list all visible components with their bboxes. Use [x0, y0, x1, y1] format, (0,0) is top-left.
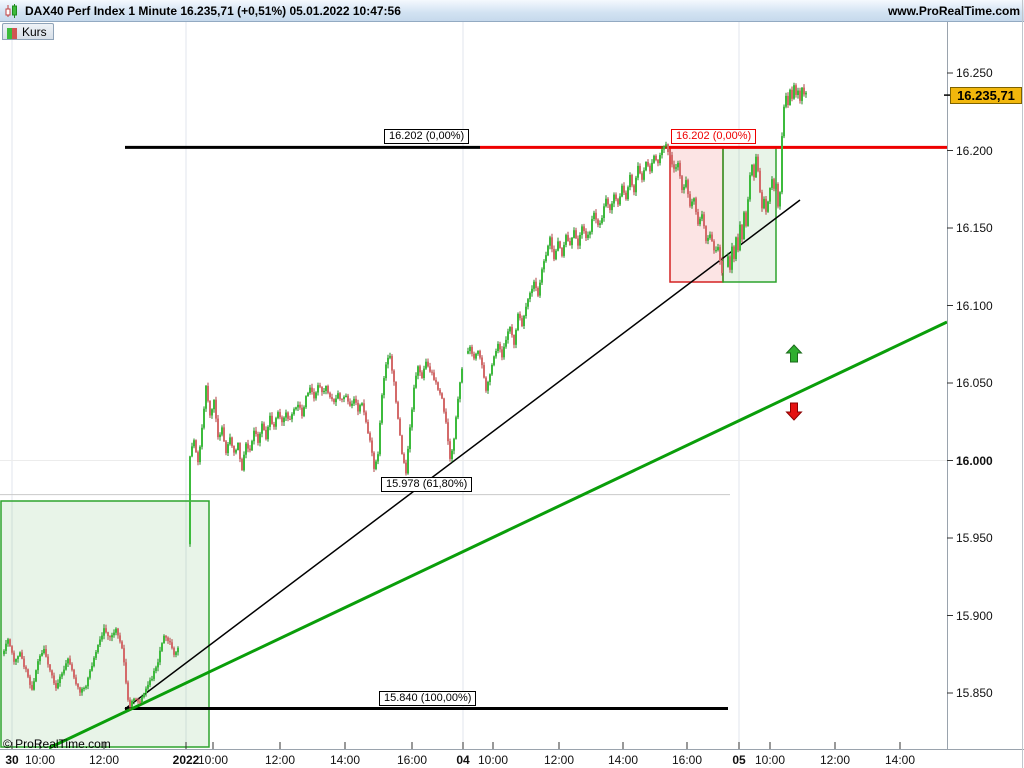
candlestick-chart-icon: [4, 3, 20, 19]
sell-arrow-down-icon: [785, 402, 803, 421]
buy-arrow-up-icon: [785, 344, 803, 363]
tab-label: Kurs: [22, 24, 47, 39]
tab-kurs[interactable]: Kurs: [2, 23, 54, 40]
chart-window-titlebar[interactable]: DAX40 Perf Index 1 Minute 16.235,71 (+0,…: [0, 0, 1024, 22]
prorealtime-url: www.ProRealTime.com: [887, 3, 1020, 18]
session-zone-green-left: [0, 500, 210, 748]
price-series-icon: [7, 26, 18, 39]
steep-black-trendline: [124, 199, 801, 710]
window-title: DAX40 Perf Index 1 Minute 16.235,71 (+0,…: [25, 3, 401, 18]
candlesticks: [3, 82, 807, 710]
green-support-trendline: [48, 320, 948, 750]
